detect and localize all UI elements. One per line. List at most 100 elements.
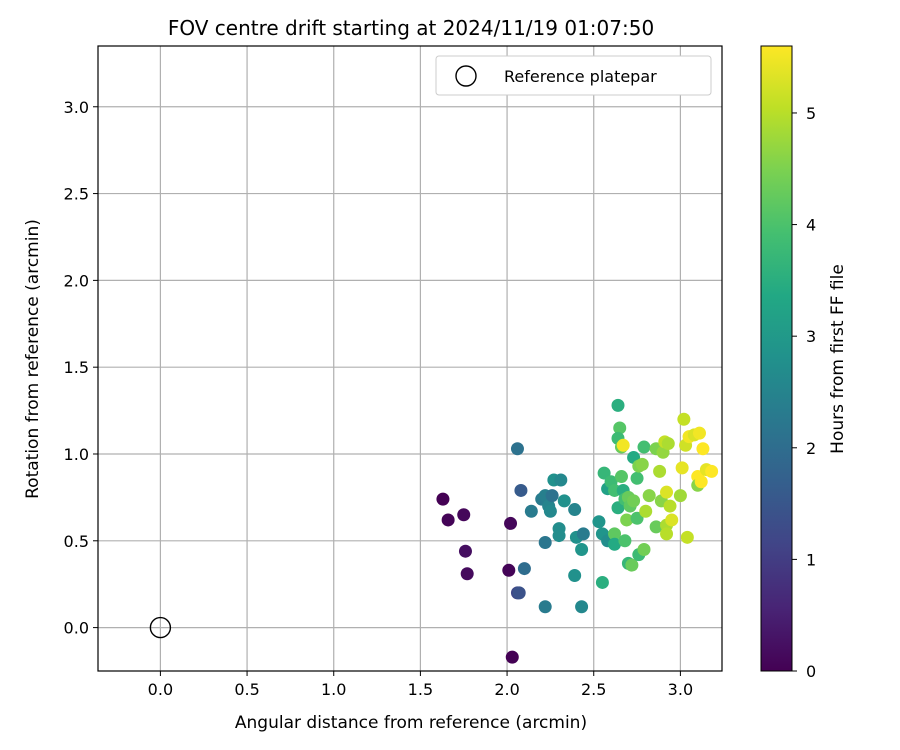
colorbar-tick-label: 1 [806,550,816,569]
scatter-point [502,563,516,577]
chart-title: FOV centre drift starting at 2024/11/19 … [168,16,654,40]
scatter-point [660,527,674,541]
scatter-point [595,575,609,589]
legend-box [435,55,712,96]
x-axis-ticks: 0.0 0.5 1.0 1.5 2.0 2.5 3.0 [148,671,693,699]
scatter-point [620,513,634,527]
scatter-point [441,513,455,527]
scatter-point [613,421,627,435]
scatter-point [616,438,630,452]
x-axis-title: Angular distance from reference (arcmin) [235,713,587,733]
scatter-point [575,542,589,556]
y-axis-title: Rotation from reference (arcmin) [23,219,43,499]
scatter-point [680,530,694,544]
scatter-point [458,544,472,558]
scatter-point [637,440,651,454]
colorbar-tick-label: 2 [806,439,816,458]
legend: Reference platepar [435,55,712,96]
scatter-point [568,503,582,517]
y-axis-ticks: 0.0 0.5 1.0 1.5 2.0 2.5 3.0 [64,98,98,638]
scatter-point [611,501,625,515]
colorbar-ticks: 0 1 2 3 4 5 [792,104,816,681]
scatter-point [675,461,689,475]
scatter-point [614,470,628,484]
colorbar-tick-label: 3 [806,327,816,346]
scatter-point [514,483,528,497]
scatter-point [597,466,611,480]
scatter-point [663,499,677,513]
legend-label: Reference platepar [504,67,657,86]
scatter-point [618,534,632,548]
scatter-point [543,504,557,518]
x-tick-label: 1.5 [408,680,433,699]
x-tick-label: 2.5 [581,680,606,699]
y-tick-label: 2.0 [64,271,89,290]
y-tick-label: 3.0 [64,98,89,117]
scatter-point [557,494,571,508]
reference-marker [149,616,172,639]
scatter-point [625,558,639,572]
scatter-point [517,562,531,576]
scatter-point [552,529,566,543]
scatter-point [630,471,644,485]
y-tick-label: 1.5 [64,358,89,377]
colorbar-tick-label: 0 [806,662,816,681]
scatter-point [457,508,471,522]
colorbar-tick-label: 4 [806,216,816,235]
scatter-point [653,464,667,478]
y-tick-label: 0.0 [64,619,89,638]
grid-lines [98,46,722,671]
scatter-point [635,457,649,471]
reference-marker-group [149,616,172,639]
colorbar: 0 1 2 3 4 5 Hours from first FF file [760,45,848,681]
y-tick-label: 2.5 [64,185,89,204]
scatter-point [677,412,691,426]
scatter-point [575,600,589,614]
x-tick-label: 0.0 [148,680,173,699]
scatter-point [665,513,679,527]
scatter-point [576,527,590,541]
x-tick-label: 1.0 [321,680,346,699]
x-tick-label: 3.0 [668,680,693,699]
scatter-point [637,542,651,556]
scatter-point [692,426,706,440]
scatter-point [504,516,518,530]
y-tick-label: 0.5 [64,532,89,551]
x-tick-label: 2.0 [494,680,519,699]
scatter-point [545,489,559,503]
colorbar-tick-label: 5 [806,104,816,123]
scatter-point [608,527,622,541]
scatter-point [673,489,687,503]
scatter-point [608,537,622,551]
colorbar-gradient [760,45,793,672]
scatter-point [554,473,568,487]
legend-reference-marker [455,65,477,87]
scatter-point [649,520,663,534]
scatter-point [538,600,552,614]
scatter-point [568,569,582,583]
scatter-point [642,489,656,503]
scatter-point [611,398,625,412]
plot-frame [97,45,723,672]
scatter-point [694,475,708,489]
scatter-point [512,586,526,600]
scatter-point [639,504,653,518]
scatter-point [630,511,644,525]
scatter-point [705,464,719,478]
scatter-point [510,442,524,456]
colorbar-title: Hours from first FF file [828,264,848,454]
scatter-point [627,494,641,508]
scatter-point [538,536,552,550]
scatter-point [460,567,474,581]
scatter-point [592,515,606,529]
scatter-point [505,650,519,664]
y-tick-label: 1.0 [64,445,89,464]
scatter-point [696,442,710,456]
scatter-point [436,492,450,506]
scatter-point [524,504,538,518]
data-points [436,398,719,664]
scatter-point [661,437,675,451]
x-tick-label: 0.5 [234,680,259,699]
